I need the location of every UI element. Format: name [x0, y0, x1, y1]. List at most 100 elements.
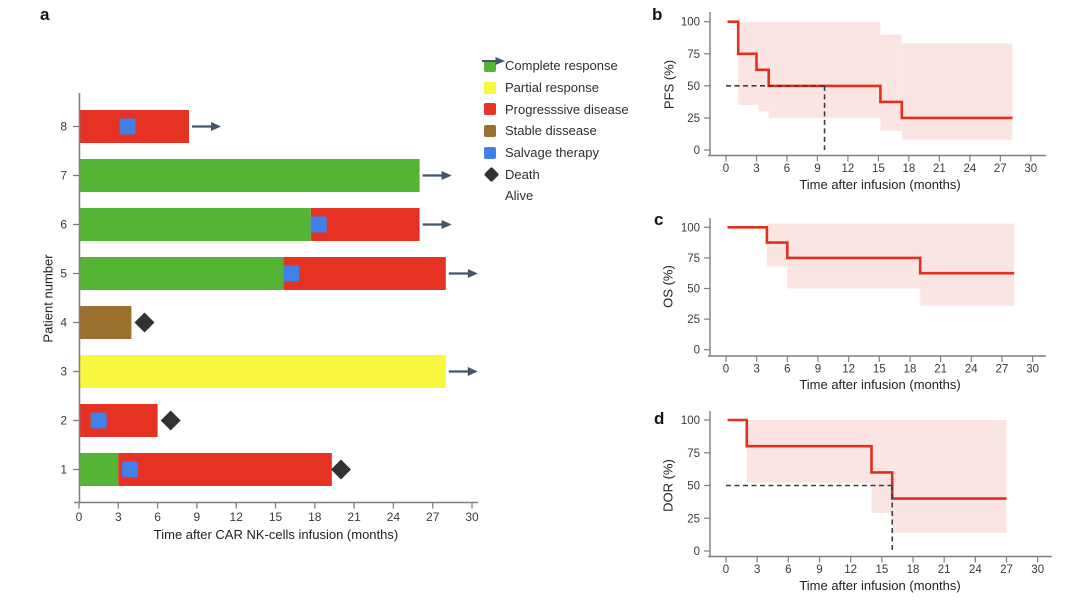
patient-3-bar-partial-response [79, 355, 446, 388]
patient-6-alive-arrowhead [441, 220, 452, 229]
legend-label: Complete response [505, 58, 618, 74]
b-x-tick-label: 24 [963, 163, 976, 175]
a-y-tick-label: 3 [60, 365, 67, 379]
patient-5-bar-progressive-disease [283, 257, 446, 290]
panel-b-letter: b [652, 5, 663, 24]
b-confidence-band [738, 21, 759, 106]
legend-icon-cell [484, 146, 505, 159]
a-x-tick-label: 3 [115, 510, 122, 524]
panel-d-letter: d [654, 409, 665, 428]
d-x-tick-label: 3 [754, 564, 760, 576]
a-x-tick-label: 0 [76, 510, 83, 524]
b-x-tick-label: 6 [784, 163, 790, 175]
c-confidence-band [766, 223, 788, 267]
patient-5-salvage-marker [283, 265, 300, 282]
response-legend: Complete response Partial response Progr… [482, 55, 629, 207]
legend-icon-cell [484, 103, 505, 116]
d-y-tick-label: 0 [694, 546, 700, 558]
panel-d-dor: 0 25 50 75 100 0 3 6 9 12 15 18 21 24 27 30 d DOR (%) T… [640, 393, 1080, 605]
legend-item-stable-disease: Stable dissease [484, 120, 629, 142]
panel-d-x-axis-title: Time after infusion (months) [799, 578, 961, 593]
d-x-tick-label: 6 [785, 564, 791, 576]
b-y-tick-label: 100 [681, 17, 700, 29]
b-x-tick-label: 27 [994, 163, 1007, 175]
legend-label: Alive [505, 188, 534, 204]
patient-4-bar-stable-disease [79, 306, 132, 339]
d-x-tick-label: 24 [969, 564, 982, 576]
legend-item-progressive-disease: Progresssive disease [484, 98, 629, 120]
c-y-tick-label: 75 [687, 253, 700, 265]
dor-km-canvas: 0 25 50 75 100 0 3 6 9 12 15 18 21 24 27 30 [681, 411, 1052, 576]
patient-1-salvage-marker [122, 461, 139, 478]
legend-item-salvage-therapy: Salvage therapy [484, 142, 629, 164]
a-y-tick-label: 7 [60, 169, 67, 183]
b-x-tick-label: 21 [933, 163, 946, 175]
d-x-tick-label: 18 [907, 564, 920, 576]
c-x-tick-label: 30 [1026, 364, 1039, 376]
patient-2-salvage-marker [90, 412, 107, 429]
panel-c-x-axis-title: Time after infusion (months) [799, 377, 961, 392]
b-y-tick-label: 25 [687, 113, 700, 125]
d-x-tick-label: 15 [875, 564, 888, 576]
death-diamond-icon [483, 166, 500, 183]
panel-b-y-axis-title: PFS (%) [661, 59, 677, 110]
b-y-tick-label: 50 [687, 81, 700, 93]
a-y-tick-label: 2 [60, 414, 67, 428]
d-confidence-band [871, 420, 893, 513]
b-x-tick-label: 15 [872, 163, 885, 175]
a-x-tick-label: 30 [465, 510, 479, 524]
patient-6-bar-progressive-disease [310, 208, 420, 241]
complete-response-swatch-icon [484, 59, 496, 72]
os-km-canvas: 0 25 50 75 100 0 3 6 9 12 15 18 21 24 27 30 [681, 218, 1046, 376]
legend-item-alive: Alive [482, 57, 629, 207]
b-x-tick-label: 12 [842, 163, 855, 175]
legend-icon-cell [484, 59, 505, 72]
c-y-tick-label: 100 [681, 222, 700, 234]
c-x-tick-label: 15 [873, 364, 886, 376]
b-y-tick-label: 75 [687, 49, 700, 61]
c-km-curve [727, 226, 1015, 275]
panel-a-x-axis-title: Time after CAR NK-cells infusion (months… [153, 527, 399, 542]
patient-5-alive-arrowhead [467, 269, 478, 278]
d-y-tick-label: 100 [681, 415, 700, 427]
patient-4-death-diamond-icon [134, 312, 155, 333]
patient-6-salvage-marker [310, 216, 327, 233]
panel-c-letter: c [654, 210, 664, 229]
panel-a-letter: a [40, 5, 50, 24]
c-x-tick-label: 9 [815, 364, 821, 376]
d-x-tick-label: 9 [816, 564, 822, 576]
a-x-tick-label: 6 [154, 510, 161, 524]
patient-8-alive-arrowhead [211, 122, 222, 131]
a-y-tick-label: 6 [60, 218, 67, 232]
c-y-tick-label: 0 [694, 345, 700, 357]
a-y-tick-label: 4 [60, 316, 67, 330]
legend-item-complete-response: Complete response [484, 55, 629, 77]
panel-a-swimmer: 1 2 3 4 5 6 7 8 0 3 6 9 12 15 18 21 24 27 30 a Patient num… [40, 5, 629, 542]
patient-7-alive-arrowhead [441, 171, 452, 180]
b-confidence-band [901, 43, 1013, 140]
panel-b-x-axis-title: Time after infusion (months) [799, 177, 961, 192]
a-x-tick-label: 15 [269, 510, 283, 524]
b-km-curve [727, 20, 1013, 120]
stable-disease-swatch-icon [484, 124, 496, 137]
d-x-tick-label: 21 [938, 564, 951, 576]
d-x-tick-label: 0 [723, 564, 729, 576]
a-y-tick-label: 1 [60, 463, 67, 477]
b-x-tick-label: 9 [814, 163, 820, 175]
legend-item-death: Death [483, 163, 629, 185]
patient-1-death-diamond-icon [331, 459, 351, 480]
a-x-tick-label: 18 [308, 510, 322, 524]
d-x-tick-label: 12 [844, 564, 857, 576]
c-y-tick-label: 25 [687, 314, 700, 326]
b-confidence-band [758, 21, 769, 112]
a-x-tick-label: 12 [230, 510, 244, 524]
c-y-tick-label: 50 [687, 284, 700, 296]
patient-7-bar-complete-response [79, 159, 420, 192]
panel-c-os: 0 25 50 75 100 0 3 6 9 12 15 18 21 24 27 30 c OS (%) Ti… [640, 197, 1080, 393]
b-confidence-band [880, 34, 902, 131]
patient-3-alive-arrowhead [467, 367, 478, 376]
legend-label: Salvage therapy [505, 145, 599, 161]
b-y-tick-label: 0 [694, 145, 700, 157]
